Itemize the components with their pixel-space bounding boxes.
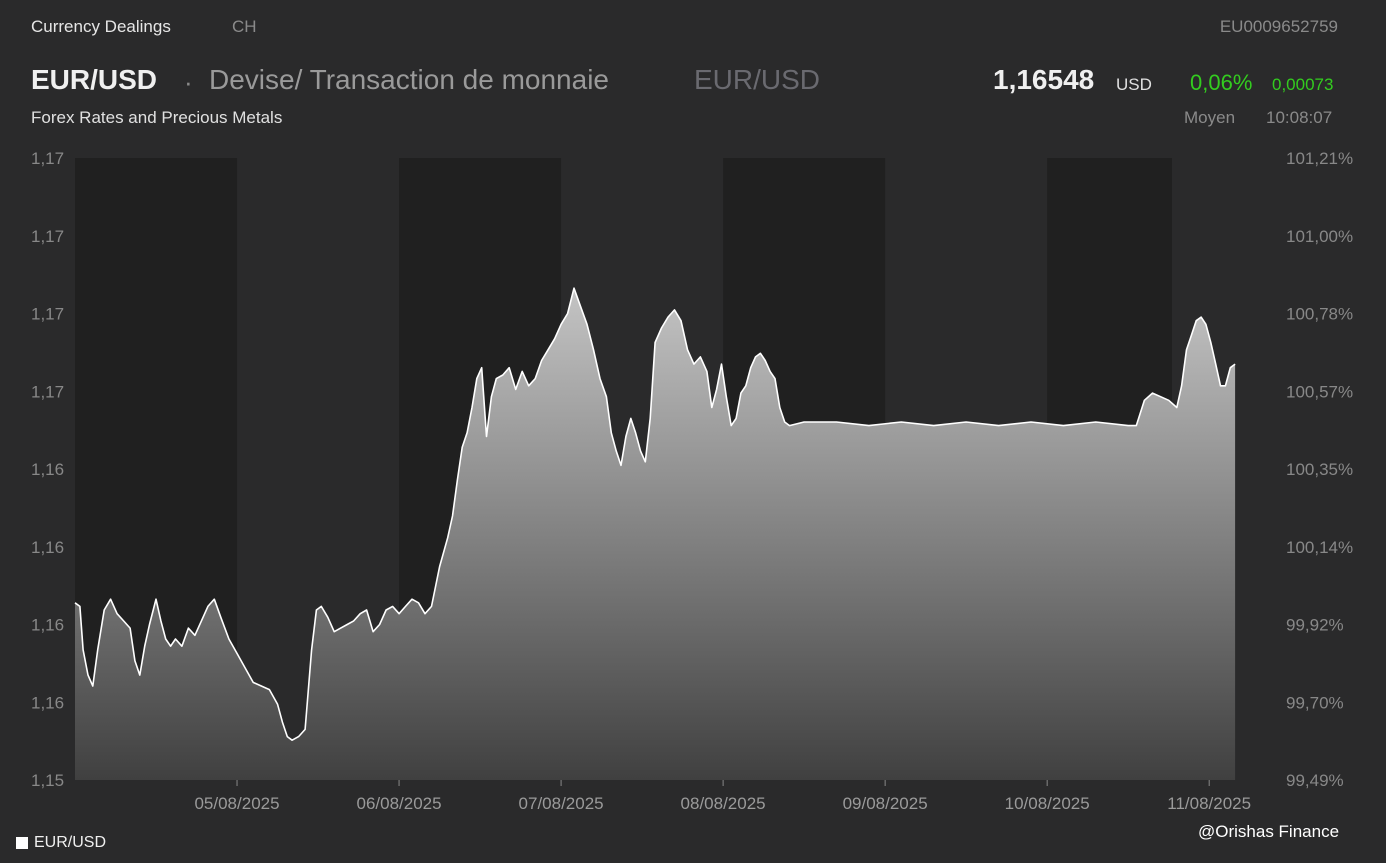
x-tick-label: 05/08/2025 (194, 794, 279, 813)
title-separator: · (184, 67, 193, 97)
right-tick-label: 99,49% (1286, 771, 1344, 790)
legend-label: EUR/USD (34, 834, 107, 851)
instrument-description: Devise/ Transaction de monnaie (209, 64, 609, 95)
left-tick-label: 1,17 (31, 149, 64, 168)
right-tick-label: 101,00% (1286, 227, 1353, 246)
right-tick-label: 101,21% (1286, 149, 1353, 168)
left-tick-label: 1,16 (31, 538, 64, 557)
x-tick-label: 11/08/2025 (1167, 794, 1251, 813)
x-tick-label: 07/08/2025 (519, 794, 604, 813)
x-tick-label: 08/08/2025 (681, 794, 766, 813)
right-tick-label: 99,70% (1286, 693, 1344, 712)
market-subtitle: Forex Rates and Precious Metals (31, 108, 283, 127)
right-tick-label: 99,92% (1286, 616, 1344, 635)
legend-swatch (16, 837, 28, 849)
last-price: 1,16548 (993, 64, 1095, 95)
change-percent: 0,06% (1190, 70, 1253, 95)
left-tick-label: 1,17 (31, 227, 64, 246)
price-line (74, 287, 1236, 741)
x-tick-label: 10/08/2025 (1005, 794, 1090, 813)
change-absolute: 0,00073 (1272, 75, 1334, 94)
right-tick-label: 100,35% (1286, 460, 1353, 479)
left-axis: 1,17 1,17 1,17 1,17 1,16 1,16 1,16 1,16 1,15 (31, 149, 64, 790)
right-axis: 101,21% 101,00% 100,78% 100,57% 100,35% 100,1… (1286, 149, 1353, 790)
left-tick-label: 1,16 (31, 693, 64, 712)
x-tick-label: 06/08/2025 (357, 794, 442, 813)
left-tick-label: 1,16 (31, 616, 64, 635)
left-tick-label: 1,17 (31, 382, 64, 401)
right-tick-label: 100,78% (1286, 305, 1353, 324)
right-tick-label: 100,57% (1286, 382, 1353, 401)
price-type: Moyen (1184, 108, 1236, 127)
price-currency: USD (1116, 75, 1152, 94)
quote-time: 10:08:07 (1266, 108, 1333, 127)
right-tick-label: 100,14% (1286, 538, 1353, 557)
country-code: CH (232, 17, 257, 36)
isin-code: EU0009652759 (1219, 17, 1338, 36)
price-area (75, 288, 1236, 780)
left-tick-label: 1,16 (31, 460, 64, 479)
x-tick-label: 09/08/2025 (843, 794, 928, 813)
instrument-title: EUR/USD (31, 64, 158, 95)
left-tick-label: 1,17 (31, 305, 64, 324)
left-tick-label: 1,15 (31, 771, 64, 790)
chart-legend[interactable]: EUR/USD (16, 834, 106, 852)
category-label: Currency Dealings (31, 17, 171, 36)
instrument-secondary-title: EUR/USD (694, 64, 821, 95)
x-axis: 05/08/2025 06/08/2025 07/08/2025 08/08/2025… (194, 780, 1251, 813)
watermark-credit: @Orishas Finance (1198, 822, 1340, 841)
